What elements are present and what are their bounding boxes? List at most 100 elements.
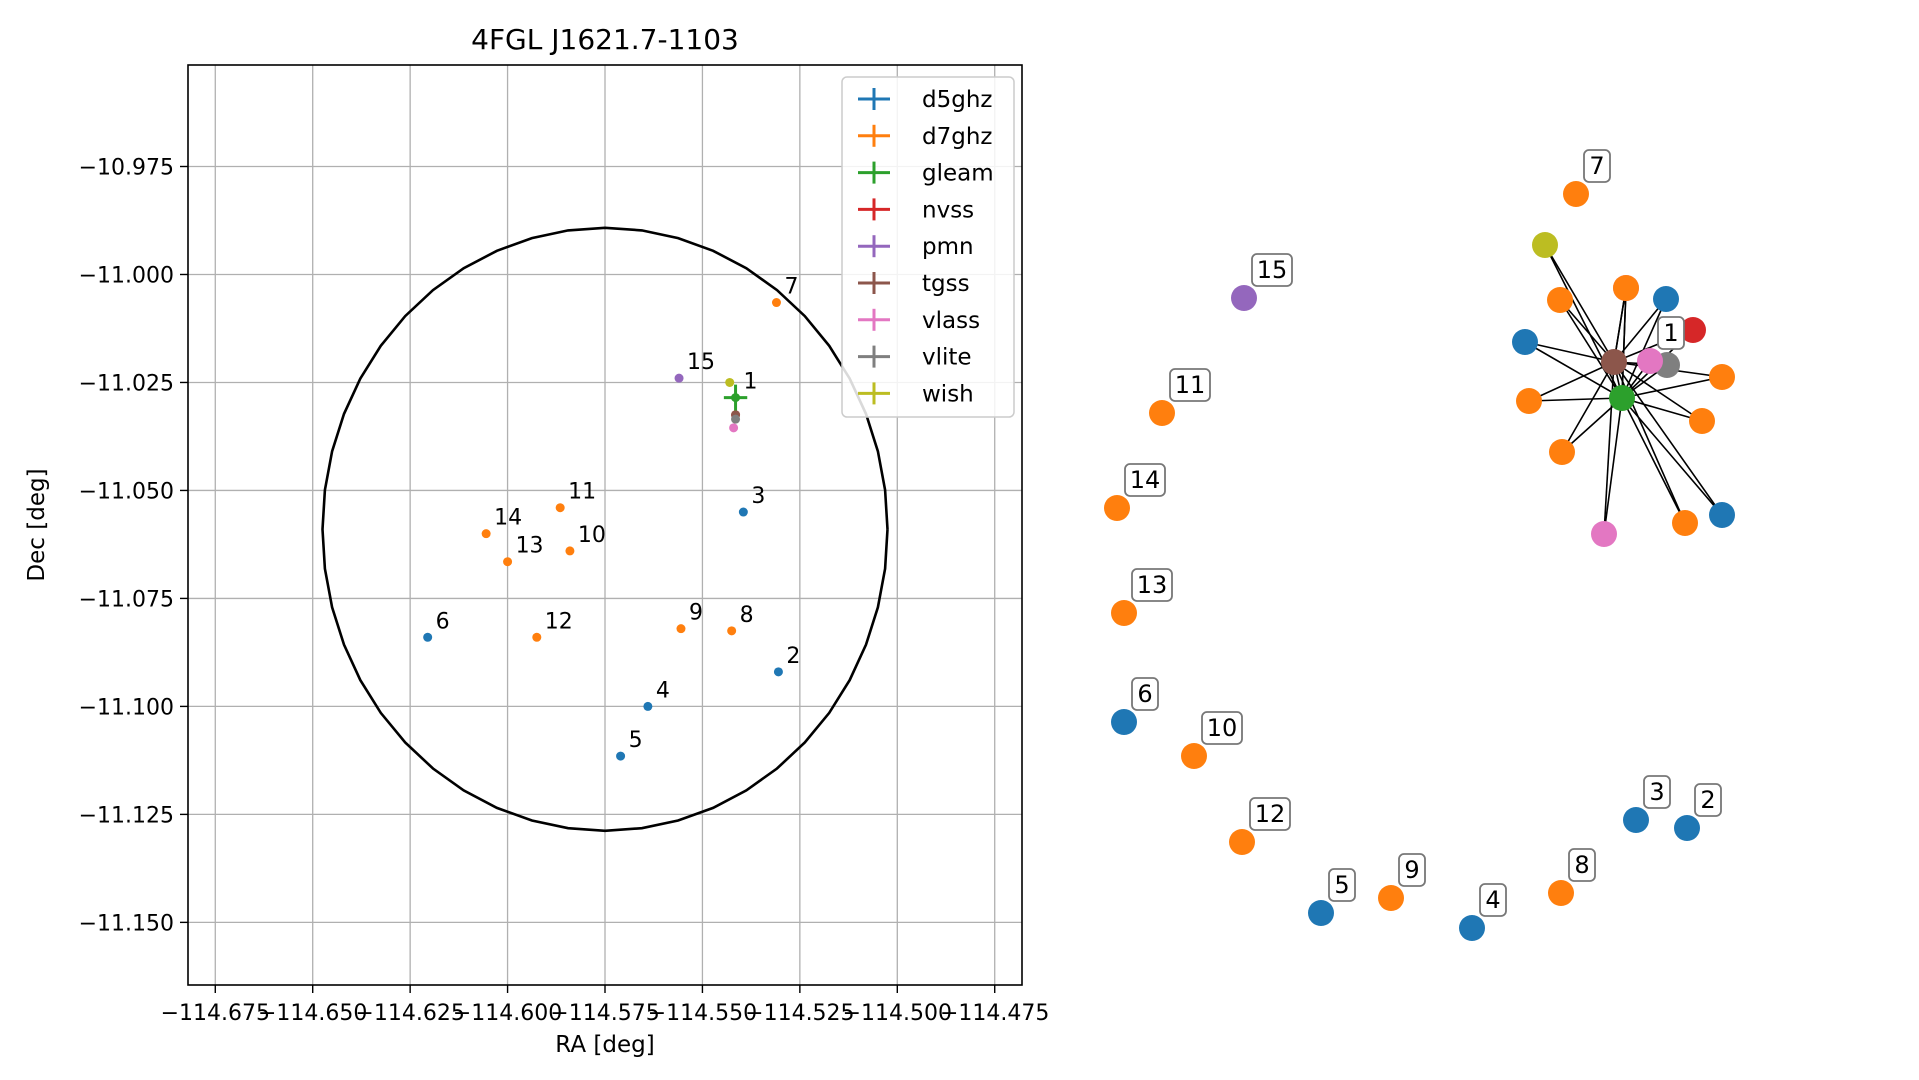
graph-edge	[1621, 397, 1723, 516]
y-tick-label: −11.125	[79, 803, 174, 828]
point-label: 3	[751, 484, 765, 509]
graph-node-label: 12	[1255, 800, 1286, 828]
data-point-vlite	[731, 414, 741, 424]
point-label: 6	[436, 609, 450, 634]
graph-node	[1709, 502, 1735, 528]
x-tick-label: −114.600	[453, 1001, 562, 1026]
x-tick-label: −114.525	[745, 1001, 854, 1026]
graph-hub-node	[1601, 349, 1627, 375]
graph-node-12	[1229, 829, 1255, 855]
point-label: 9	[689, 601, 703, 626]
graph-node-label: 15	[1257, 256, 1288, 284]
y-tick-label: −11.100	[79, 695, 174, 720]
graph-node-9	[1378, 885, 1404, 911]
graph-node-2	[1674, 815, 1700, 841]
graph-node	[1547, 287, 1573, 313]
legend-items: d5ghz d7ghz gleam nvss pmn tgss vlass vlite wish	[858, 87, 994, 407]
graph-node	[1653, 286, 1679, 312]
data-point-vlass	[729, 423, 739, 433]
graph-label-box	[1201, 711, 1243, 745]
y-tick-label: −11.050	[79, 479, 174, 504]
graph-node	[1516, 388, 1542, 414]
graph-node-label: 8	[1574, 851, 1589, 879]
graph-label-box	[1479, 883, 1507, 917]
point-label: 8	[740, 603, 754, 628]
graph-label-box	[1249, 797, 1291, 831]
legend-label: vlite	[922, 345, 972, 371]
graph-node-label: 6	[1137, 680, 1152, 708]
graph-node	[1613, 275, 1639, 301]
graph-label-box	[1328, 868, 1356, 902]
point-label: 15	[687, 350, 715, 375]
y-tick-label: −11.025	[79, 371, 174, 396]
graph-edge	[1544, 244, 1615, 363]
graph-node-label: 9	[1404, 856, 1419, 884]
graph-label-box	[1643, 775, 1671, 809]
data-point-d7ghz	[727, 626, 737, 636]
graph-label-box	[1131, 677, 1159, 711]
legend-label: vlass	[922, 308, 980, 334]
graph-edge	[1561, 361, 1615, 453]
graph-node-label: 2	[1700, 786, 1715, 814]
data-point-d5ghz	[773, 667, 783, 677]
data-point-d7ghz	[532, 632, 542, 642]
point-label: 1	[744, 370, 758, 395]
data-point-d5ghz	[738, 507, 748, 517]
graph-edge	[1621, 298, 1667, 399]
graph-edge	[1621, 376, 1723, 399]
x-axis-title: RA [deg]	[555, 1032, 654, 1058]
legend-label: d7ghz	[922, 124, 992, 150]
x-tick-label: −114.575	[550, 1001, 659, 1026]
point-label: 5	[629, 728, 643, 753]
graph-edge	[1528, 361, 1615, 402]
graph-node	[1512, 329, 1538, 355]
graph-node-label: 10	[1207, 714, 1238, 742]
x-tick-label: −114.550	[648, 1001, 757, 1026]
graph-node	[1532, 232, 1558, 258]
graph-node-5	[1308, 900, 1334, 926]
y-tick-label: −11.075	[79, 587, 174, 612]
graph-node-8	[1548, 880, 1574, 906]
x-tick-label: −114.675	[161, 1001, 270, 1026]
graph-node-13	[1111, 600, 1137, 626]
data-point-d7ghz	[676, 624, 686, 634]
graph-node-label: 11	[1175, 371, 1206, 399]
graph-node-11	[1149, 400, 1175, 426]
graph-edge	[1613, 298, 1667, 363]
graph-label-box	[1398, 853, 1426, 887]
y-axis-title: Dec [deg]	[24, 468, 50, 581]
data-point-pmn	[674, 373, 684, 383]
graph-node-label: 13	[1137, 571, 1168, 599]
point-label: 4	[656, 678, 670, 703]
graph-node	[1591, 521, 1617, 547]
graph-node-label: 1	[1663, 319, 1678, 347]
legend-label: d5ghz	[922, 87, 992, 113]
point-label: 2	[786, 644, 800, 669]
graph-node-7	[1563, 181, 1589, 207]
graph-node-3	[1623, 807, 1649, 833]
graph-edge	[1621, 287, 1627, 399]
graph-node	[1672, 510, 1698, 536]
point-label: 11	[568, 480, 596, 505]
graph-node-label: 3	[1649, 778, 1664, 806]
graph-node	[1689, 408, 1715, 434]
graph-node-14	[1104, 495, 1130, 521]
graph-node-label: 7	[1589, 152, 1604, 180]
graph-node-15	[1231, 285, 1257, 311]
legend-label: pmn	[922, 234, 974, 260]
graph-node-10	[1181, 743, 1207, 769]
data-point-d7ghz	[771, 298, 781, 308]
point-label: 10	[578, 523, 606, 548]
y-tick-label: −10.975	[79, 156, 174, 181]
legend-label: tgss	[922, 271, 970, 297]
y-axis-ticks: −10.975 −11.000 −11.025 −11.050 −11.075 −11.1…	[79, 156, 188, 936]
data-point-d5ghz	[616, 751, 626, 761]
point-label: 13	[516, 534, 544, 559]
x-tick-label: −114.650	[258, 1001, 367, 1026]
legend-label: gleam	[922, 161, 994, 187]
data-point-gleam	[731, 393, 741, 403]
